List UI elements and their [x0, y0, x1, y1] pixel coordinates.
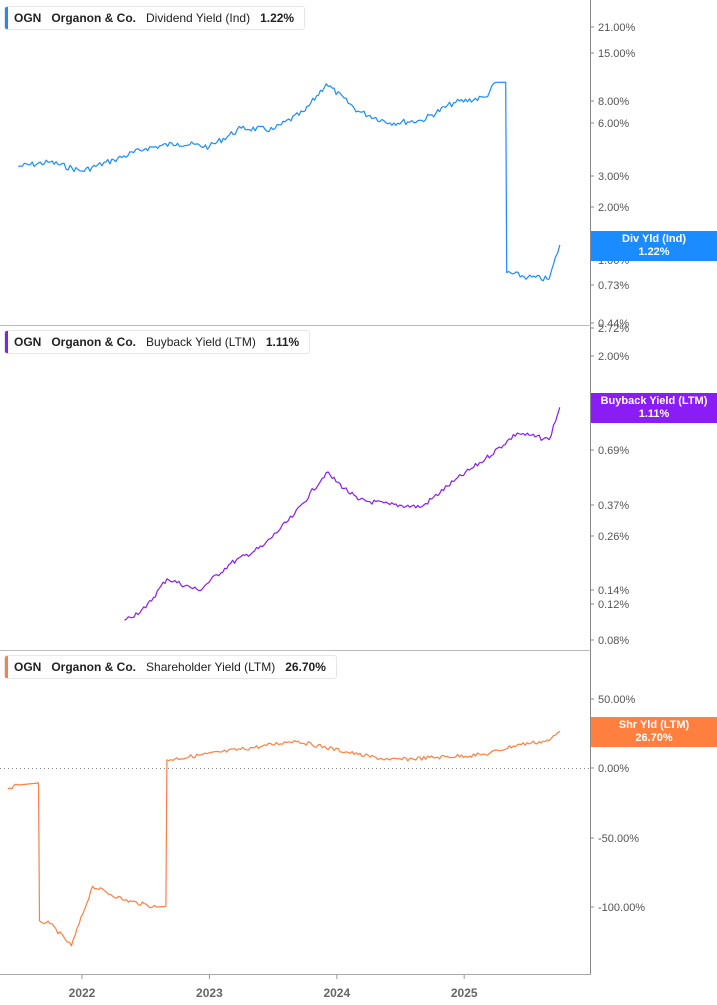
- ticker-label: OGN: [14, 11, 42, 25]
- y-tick-label: 0.00%: [598, 763, 629, 775]
- metric-value: 26.70%: [285, 660, 326, 674]
- legend-shareholder-yield[interactable]: OGN Organon & Co. Shareholder Yield (LTM…: [4, 655, 337, 679]
- y-tick-label: 2.72%: [598, 323, 629, 335]
- y-tick-label: 0.73%: [598, 280, 629, 292]
- last-value-tag-shareholder: Shr Yld (LTM) 26.70%: [591, 717, 717, 747]
- company-name: Organon & Co.: [51, 660, 137, 674]
- metric-name: Buyback Yield (LTM): [146, 335, 256, 349]
- tag-label: Div Yld (Ind): [622, 233, 686, 245]
- shareholder-yield-line: [7, 730, 561, 947]
- x-axis-ticks: 2022 2023 2024 2025: [69, 975, 478, 1000]
- y-tick-label: 2.00%: [598, 351, 629, 363]
- x-tick-label: 2025: [451, 986, 478, 1000]
- y-tick-label: 8.00%: [598, 96, 629, 108]
- y-tick-label: 0.44%: [598, 318, 629, 330]
- y-tick-label: 0.37%: [598, 500, 629, 512]
- metric-name: Dividend Yield (Ind): [146, 11, 251, 25]
- y-tick-label: 21.00%: [598, 22, 636, 34]
- y-tick-label: 2.00%: [598, 202, 629, 214]
- y-tick-label: 0.12%: [598, 599, 629, 611]
- tag-label: Shr Yld (LTM): [618, 719, 690, 731]
- last-value-tag-dividend: Div Yld (Ind) 1.22%: [591, 231, 717, 261]
- tag-value: 1.11%: [638, 408, 670, 420]
- buyback-yield-line: [124, 407, 561, 621]
- company-name: Organon & Co.: [51, 335, 137, 349]
- legend-buyback-yield[interactable]: OGN Organon & Co. Buyback Yield (LTM) 1.…: [4, 330, 311, 354]
- x-tick-label: 2023: [196, 986, 223, 1000]
- dividend-yield-line: [18, 81, 561, 282]
- y-tick-label: 0.69%: [598, 445, 629, 457]
- y-tick-label: -50.00%: [598, 833, 639, 845]
- tag-value: 26.70%: [635, 732, 673, 744]
- y-tick-label: 6.00%: [598, 118, 629, 130]
- tag-value: 1.22%: [638, 246, 670, 258]
- y-tick-label: 0.08%: [598, 635, 629, 647]
- y-tick-label: 0.26%: [598, 531, 629, 543]
- metric-name: Shareholder Yield (LTM): [146, 660, 276, 674]
- y-axis-ticks: 21.00%15.00%8.00%6.00%3.00%2.00%1.00%0.7…: [591, 22, 645, 914]
- x-tick-label: 2024: [323, 986, 350, 1000]
- x-tick-label: 2022: [69, 986, 96, 1000]
- series-color-swatch: [5, 656, 8, 678]
- company-name: Organon & Co.: [51, 11, 137, 25]
- y-tick-label: 0.14%: [598, 585, 629, 597]
- y-tick-label: 50.00%: [598, 694, 636, 706]
- last-value-tag-buyback: Buyback Yield (LTM) 1.11%: [591, 393, 717, 423]
- y-tick-label: -100.00%: [598, 902, 645, 914]
- tag-label: Buyback Yield (LTM): [600, 395, 708, 407]
- metric-value: 1.22%: [260, 11, 295, 25]
- ticker-label: OGN: [14, 660, 42, 674]
- metric-value: 1.11%: [265, 335, 300, 349]
- y-tick-label: 3.00%: [598, 171, 629, 183]
- ticker-label: OGN: [14, 335, 42, 349]
- series-color-swatch: [5, 7, 8, 29]
- y-tick-label: 15.00%: [598, 48, 636, 60]
- legend-dividend-yield[interactable]: OGN Organon & Co. Dividend Yield (Ind) 1…: [4, 6, 306, 30]
- series-color-swatch: [5, 331, 8, 353]
